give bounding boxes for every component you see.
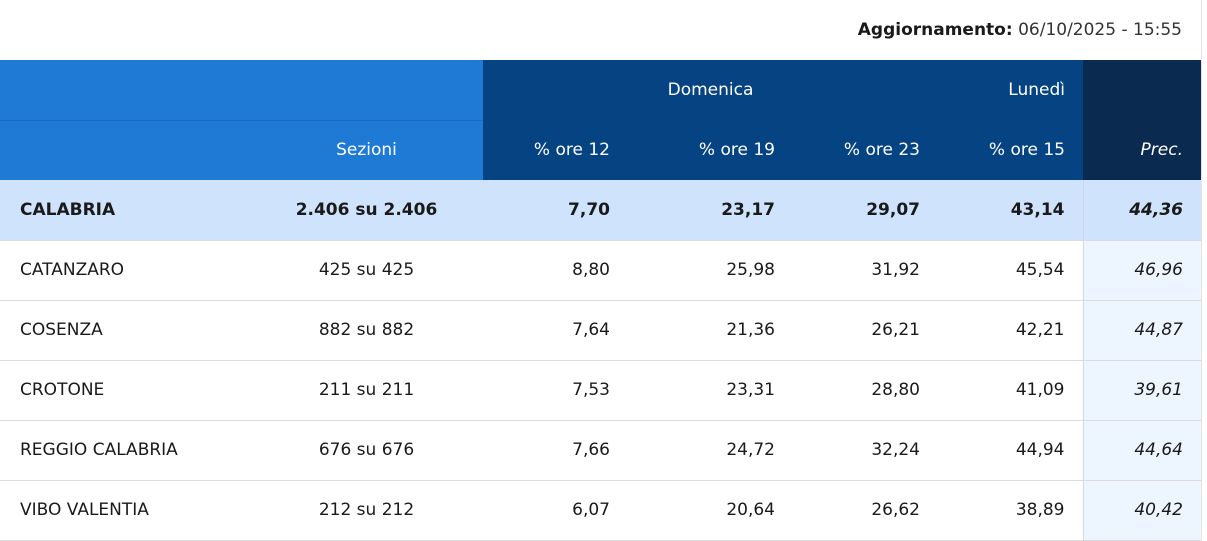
- ore19-value: 21,36: [628, 300, 793, 361]
- ore19-value: 23,17: [628, 180, 793, 241]
- ore12-value: 7,70: [483, 180, 628, 241]
- sezioni-value: 676 su 676: [230, 420, 483, 481]
- sezioni-value: 425 su 425: [230, 240, 483, 301]
- province-name: VIBO VALENTIA: [0, 480, 230, 541]
- ore23-value: 29,07: [793, 180, 938, 241]
- turnout-table: Domenica Lunedì Sezioni % ore 12 % ore 1…: [0, 60, 1201, 541]
- prec-value: 44,36: [1082, 180, 1201, 241]
- header-row-columns: Sezioni % ore 12 % ore 19 % ore 23 % ore…: [0, 120, 1201, 180]
- ore15-value: 45,54: [938, 240, 1083, 301]
- ore12-value: 7,53: [483, 360, 628, 421]
- ore12-value: 8,80: [483, 240, 628, 301]
- header-row-days: Domenica Lunedì: [0, 60, 1201, 121]
- table-row: REGGIO CALABRIA 676 su 676 7,66 24,72 32…: [0, 420, 1201, 481]
- header-sezioni: Sezioni: [230, 120, 483, 180]
- ore19-value: 25,98: [628, 240, 793, 301]
- ore15-value: 43,14: [938, 180, 1083, 241]
- ore23-value: 32,24: [793, 420, 938, 481]
- right-border: [1201, 0, 1202, 541]
- table-row: COSENZA 882 su 882 7,64 21,36 26,21 42,2…: [0, 300, 1201, 361]
- sezioni-value: 2.406 su 2.406: [230, 180, 483, 241]
- update-value: 06/10/2025 - 15:55: [1018, 20, 1182, 40]
- ore23-value: 28,80: [793, 360, 938, 421]
- header-ore15: % ore 15: [938, 120, 1083, 180]
- update-timestamp: Aggiornamento: 06/10/2025 - 15:55: [858, 20, 1182, 40]
- table-body: CALABRIA 2.406 su 2.406 7,70 23,17 29,07…: [0, 180, 1201, 541]
- table-row: VIBO VALENTIA 212 su 212 6,07 20,64 26,6…: [0, 480, 1201, 541]
- header-blank: [0, 60, 483, 121]
- header-prec: Prec.: [1083, 120, 1201, 180]
- table-header: Domenica Lunedì Sezioni % ore 12 % ore 1…: [0, 60, 1201, 180]
- ore19-value: 24,72: [628, 420, 793, 481]
- table-row: CATANZARO 425 su 425 8,80 25,98 31,92 45…: [0, 240, 1201, 301]
- header-ore12: % ore 12: [483, 120, 628, 180]
- ore12-value: 6,07: [483, 480, 628, 541]
- prec-value: 40,42: [1082, 480, 1201, 541]
- ore19-value: 23,31: [628, 360, 793, 421]
- ore23-value: 26,21: [793, 300, 938, 361]
- header-ore23: % ore 23: [793, 120, 938, 180]
- province-name: COSENZA: [0, 300, 230, 361]
- ore23-value: 26,62: [793, 480, 938, 541]
- sezioni-value: 211 su 211: [230, 360, 483, 421]
- header-name-blank: [0, 120, 230, 180]
- ore23-value: 31,92: [793, 240, 938, 301]
- table-row: CROTONE 211 su 211 7,53 23,31 28,80 41,0…: [0, 360, 1201, 421]
- prec-value: 44,87: [1082, 300, 1201, 361]
- ore19-value: 20,64: [628, 480, 793, 541]
- prec-value: 39,61: [1082, 360, 1201, 421]
- province-name: CROTONE: [0, 360, 230, 421]
- ore12-value: 7,64: [483, 300, 628, 361]
- sezioni-value: 882 su 882: [230, 300, 483, 361]
- ore15-value: 44,94: [938, 420, 1083, 481]
- update-label: Aggiornamento:: [857, 20, 1013, 40]
- ore15-value: 42,21: [938, 300, 1083, 361]
- ore12-value: 7,66: [483, 420, 628, 481]
- sezioni-value: 212 su 212: [230, 480, 483, 541]
- header-ore19: % ore 19: [628, 120, 793, 180]
- province-name: REGGIO CALABRIA: [0, 420, 230, 481]
- header-day-sunday: Domenica: [483, 60, 938, 120]
- prec-value: 46,96: [1082, 240, 1201, 301]
- header-prec-blank: [1083, 60, 1201, 120]
- ore15-value: 38,89: [938, 480, 1083, 541]
- province-name: CATANZARO: [0, 240, 230, 301]
- region-name: CALABRIA: [0, 180, 230, 241]
- header-day-monday: Lunedì: [938, 60, 1083, 120]
- ore15-value: 41,09: [938, 360, 1083, 421]
- table-row-total: CALABRIA 2.406 su 2.406 7,70 23,17 29,07…: [0, 180, 1201, 241]
- prec-value: 44,64: [1082, 420, 1201, 481]
